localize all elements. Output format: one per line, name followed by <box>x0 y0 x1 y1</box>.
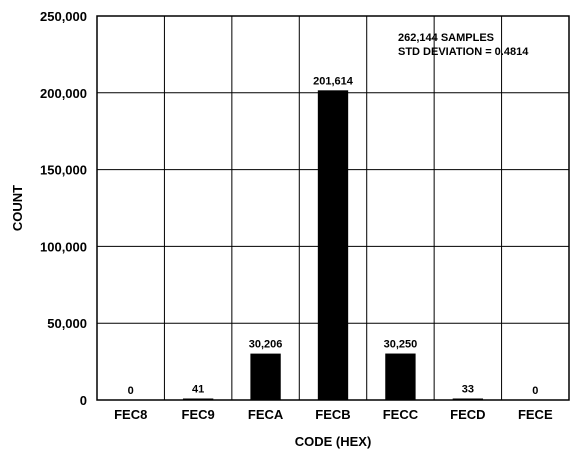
bar-value-label: 33 <box>462 384 474 396</box>
bar-value-label: 201,614 <box>313 75 354 87</box>
bar <box>317 90 349 400</box>
x-tick-label: FECA <box>248 407 284 422</box>
bars-layer <box>182 90 484 400</box>
y-tick-label: 150,000 <box>40 163 87 178</box>
x-tick-label: FEC8 <box>114 407 147 422</box>
bar-value-label: 0 <box>532 385 538 397</box>
bar-value-label: 0 <box>128 385 134 397</box>
x-tick-label: FECE <box>518 407 553 422</box>
y-tick-label: 250,000 <box>40 9 87 24</box>
annotation-std-deviation: STD DEVIATION = 0.4814 <box>398 46 529 58</box>
bar-value-label: 30,206 <box>249 339 283 351</box>
bar <box>250 353 281 400</box>
x-tick-label: FECC <box>383 407 419 422</box>
y-axis-title: COUNT <box>10 185 25 231</box>
y-tick-label: 50,000 <box>47 316 87 331</box>
y-tick-label: 0 <box>80 393 87 408</box>
bar <box>385 353 416 400</box>
labels-layer: 0 50,000 100,000 150,000 200,000 250,000 0 FEC8… <box>40 9 553 422</box>
annotation-samples: 262,144 SAMPLES <box>398 32 494 44</box>
x-axis-title: CODE (HEX) <box>295 434 372 449</box>
y-tick-label: 100,000 <box>40 239 87 254</box>
bar-value-label: 41 <box>192 384 204 396</box>
x-tick-label: FEC9 <box>182 407 215 422</box>
plot-frame <box>96 15 570 401</box>
x-tick-label: FECB <box>315 407 350 422</box>
x-tick-label: FECD <box>450 407 485 422</box>
y-tick-label: 200,000 <box>40 86 87 101</box>
bar-value-label: 30,250 <box>384 339 418 351</box>
